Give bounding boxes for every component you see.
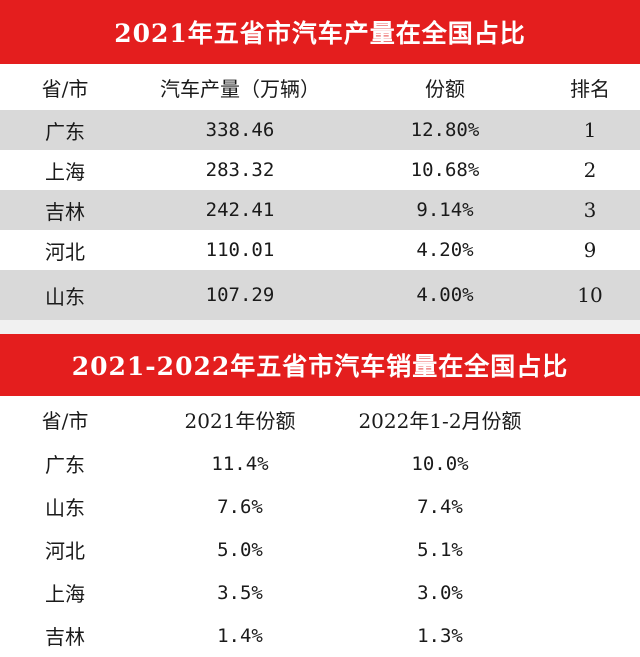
header-rank: 排名 (570, 76, 610, 101)
province-cell: 广东 (45, 453, 85, 477)
province-cell: 上海 (45, 582, 85, 606)
header-province: 省/市 (41, 408, 89, 433)
production-header-row: 省/市 汽车产量（万辆） 份额 排名 (0, 64, 640, 110)
table-gap (0, 320, 640, 334)
header-output: 汽车产量（万辆） (160, 76, 320, 101)
rank-cell: 9 (583, 238, 597, 262)
share-2022-cell: 1.3% (417, 624, 463, 647)
share-2022-cell: 7.4% (417, 495, 463, 518)
header-province: 省/市 (41, 76, 89, 101)
output-cell: 338.46 (205, 119, 275, 141)
sales-header-row: 省/市 2021年份额 2022年1-2月份额 (0, 396, 640, 442)
province-cell: 山东 (45, 284, 85, 309)
table-row: 广东 11.4% 10.0% (0, 442, 640, 485)
header-share: 份额 (425, 76, 465, 101)
table-row: 山东 7.6% 7.4% (0, 485, 640, 528)
table-row: 山东 107.29 4.00% 10 (0, 270, 640, 320)
rank-cell: 1 (583, 118, 597, 142)
share-2022-cell: 3.0% (417, 581, 463, 604)
table-row: 河北 5.0% 5.1% (0, 528, 640, 571)
share-2021-cell: 1.4% (217, 624, 263, 647)
province-cell: 山东 (45, 496, 85, 520)
share-cell: 12.80% (410, 119, 480, 141)
rank-cell: 2 (583, 158, 597, 182)
header-2021-share: 2021年份额 (184, 408, 296, 433)
share-2021-cell: 3.5% (217, 581, 263, 604)
production-title-text: 2021年五省市汽车产量在全国占比 (114, 19, 526, 48)
table-row: 吉林 242.41 9.14% 3 (0, 190, 640, 230)
output-cell: 107.29 (205, 284, 275, 306)
sales-title-text: 2021-2022年五省市汽车销量在全国占比 (71, 352, 569, 381)
province-cell: 河北 (45, 239, 85, 264)
rank-cell: 3 (583, 198, 597, 222)
province-cell: 河北 (45, 539, 85, 563)
table-row: 上海 3.5% 3.0% (0, 571, 640, 614)
province-cell: 上海 (45, 159, 85, 184)
output-cell: 283.32 (205, 159, 275, 181)
rank-cell: 10 (577, 283, 603, 307)
table-row: 河北 110.01 4.20% 9 (0, 230, 640, 270)
share-cell: 4.00% (416, 284, 474, 306)
share-cell: 9.14% (416, 199, 474, 221)
share-cell: 4.20% (416, 239, 474, 261)
header-2022-share: 2022年1-2月份额 (358, 408, 522, 433)
table-row: 广东 338.46 12.80% 1 (0, 110, 640, 150)
share-2021-cell: 7.6% (217, 495, 263, 518)
table-row: 上海 283.32 10.68% 2 (0, 150, 640, 190)
province-cell: 吉林 (45, 199, 85, 224)
share-2022-cell: 10.0% (411, 452, 469, 475)
share-cell: 10.68% (410, 159, 480, 181)
production-table-title: 2021年五省市汽车产量在全国占比 (0, 0, 640, 64)
share-2021-cell: 11.4% (211, 452, 269, 475)
share-2022-cell: 5.1% (417, 538, 463, 561)
output-cell: 242.41 (205, 199, 275, 221)
share-2021-cell: 5.0% (217, 538, 263, 561)
table-row: 吉林 1.4% 1.3% (0, 614, 640, 657)
province-cell: 吉林 (45, 625, 85, 649)
province-cell: 广东 (45, 119, 85, 144)
sales-table-title: 2021-2022年五省市汽车销量在全国占比 (0, 334, 640, 396)
output-cell: 110.01 (205, 239, 275, 261)
